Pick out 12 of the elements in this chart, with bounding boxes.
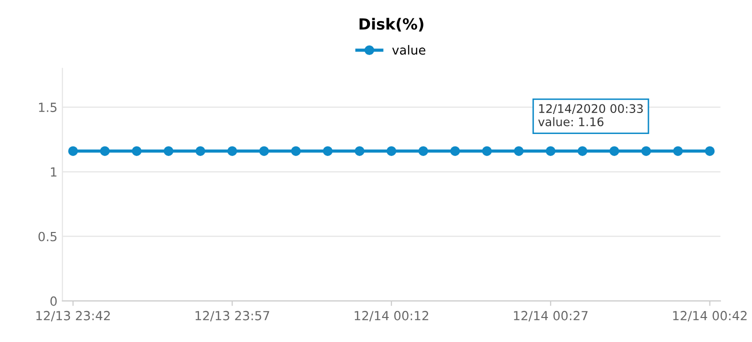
- annotation: 12/14/2020 00:33 value: 1.16: [538, 104, 643, 126]
- y-tick-label: 1: [50, 167, 56, 177]
- y-tick-label: 0: [50, 296, 57, 306]
- legend-label: value: [392, 45, 426, 55]
- x-tick-label: 12/13 23:42: [36, 310, 110, 322]
- x-tick-label: 12/14 00:27: [514, 310, 588, 322]
- y-tick-label: 1.5: [39, 102, 56, 112]
- x-tick-label: 12/14 00:12: [354, 310, 428, 322]
- y-tick-label: 0.5: [38, 232, 56, 242]
- x-tick-label: 12/13 23:57: [196, 310, 270, 322]
- x-tick-label: 12/14 00:42: [673, 310, 747, 322]
- chart-title: Disk(%): [360, 18, 424, 32]
